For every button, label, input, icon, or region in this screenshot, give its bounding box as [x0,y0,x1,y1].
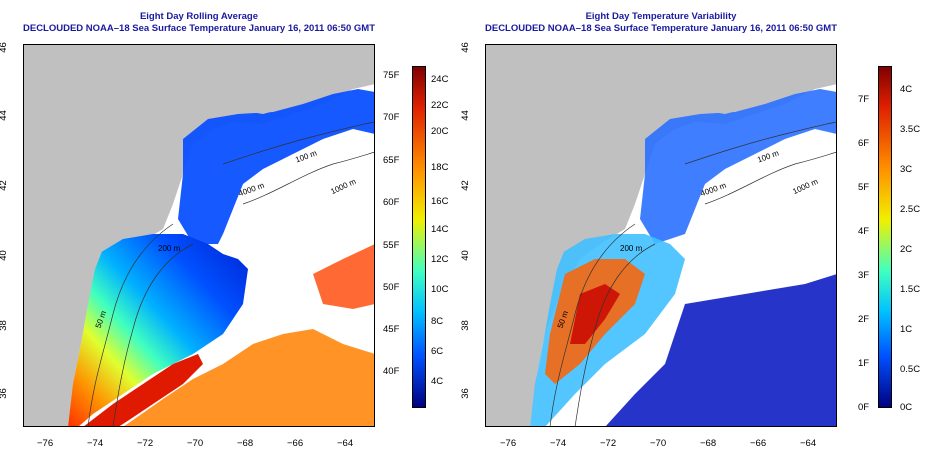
right-xtick: −74 [550,438,567,449]
cbar-label-f: 45F [383,324,400,335]
cbar-label-f: 60F [383,197,400,208]
cbar-label-c: 2C [900,244,913,255]
right-xtick: −76 [500,438,517,449]
right-ytick: 36 [459,388,471,399]
right-xtick: −72 [600,438,617,449]
right-ytick: 42 [459,180,471,191]
left-xtick: −68 [237,438,254,449]
depth-contours [87,121,375,427]
cbar-label-f: 3F [858,270,870,281]
left-xtick: −74 [87,438,104,449]
cbar-label-c: 24C [431,74,449,85]
left-ytick: 38 [0,320,9,331]
cbar-label-c: 20C [431,126,449,137]
left-colorbar [412,66,426,408]
right-ytick: 46 [459,42,471,53]
contour-label: 200 m [620,244,643,253]
right-xtick: −68 [700,438,717,449]
cbar-label-c: 4C [900,84,913,95]
cbar-label-c: 12C [431,254,449,265]
cbar-label-f: 2F [858,314,870,325]
right-xtick: −70 [650,438,667,449]
cbar-label-c: 6C [431,346,444,357]
right-ytick: 40 [459,250,471,261]
coast-land [23,44,375,427]
cbar-label-f: 1F [858,358,870,369]
cbar-label-c: 1.5C [900,284,921,295]
sst-east-warm [313,244,375,309]
cbar-label-f: 55F [383,240,400,251]
left-xtick: −72 [137,438,154,449]
left-xtick: −76 [37,438,54,449]
cbar-label-c: 14C [431,224,449,235]
cbar-label-c: 3.5C [900,124,921,135]
coast-land [485,44,837,427]
cbar-label-c: 0C [900,402,913,413]
right-ytick: 38 [459,320,471,331]
cbar-label-f: 70F [383,112,400,123]
cbar-label-c: 4C [431,376,444,387]
left-ytick: 40 [0,250,9,261]
left-xtick: −66 [287,438,304,449]
variability-peak [570,284,620,344]
cbar-label-f: 5F [858,182,870,193]
depth-contours [549,121,837,427]
left-panel-title: Eight Day Rolling Average DECLOUDED NOAA… [23,11,375,34]
left-ytick: 46 [0,42,9,53]
cbar-label-c: 8C [431,316,444,327]
left-ytick: 44 [0,110,9,121]
sst-gulf-stream [83,354,203,427]
cbar-label-c: 22C [431,100,449,111]
left-ytick: 36 [0,388,9,399]
right-xtick: −66 [750,438,767,449]
cbar-label-f: 65F [383,155,400,166]
right-ytick: 44 [459,110,471,121]
variability-north [640,89,837,244]
cbar-label-c: 0.5C [900,364,921,375]
right-xtick: −64 [800,438,817,449]
left-xtick: −70 [187,438,204,449]
cbar-label-c: 18C [431,162,449,173]
cbar-label-f: 0F [858,402,870,413]
right-map [485,44,837,427]
left-map-frame [23,44,375,427]
cbar-label-c: 16C [431,196,449,207]
sst-north-band [178,89,375,244]
cbar-label-f: 6F [858,138,870,149]
cbar-label-c: 1C [900,324,913,335]
cbar-label-f: 4F [858,226,870,237]
sst-warm-offshore [123,329,375,427]
cbar-label-f: 7F [858,94,870,105]
cbar-label-f: 40F [383,366,400,377]
sst-shelf [68,234,248,427]
left-xtick: −64 [337,438,354,449]
right-colorbar [878,66,892,408]
left-ytick: 42 [0,180,9,191]
left-map [23,44,375,427]
cbar-label-c: 10C [431,284,449,295]
cbar-label-f: 50F [383,282,400,293]
variability-low [605,274,837,427]
right-panel-title: Eight Day Temperature Variability DECLOU… [485,11,837,34]
cbar-label-c: 3C [900,164,913,175]
right-map-frame [485,44,837,427]
cbar-label-f: 75F [383,70,400,81]
cbar-label-c: 2.5C [900,204,921,215]
contour-label: 200 m [158,244,181,253]
